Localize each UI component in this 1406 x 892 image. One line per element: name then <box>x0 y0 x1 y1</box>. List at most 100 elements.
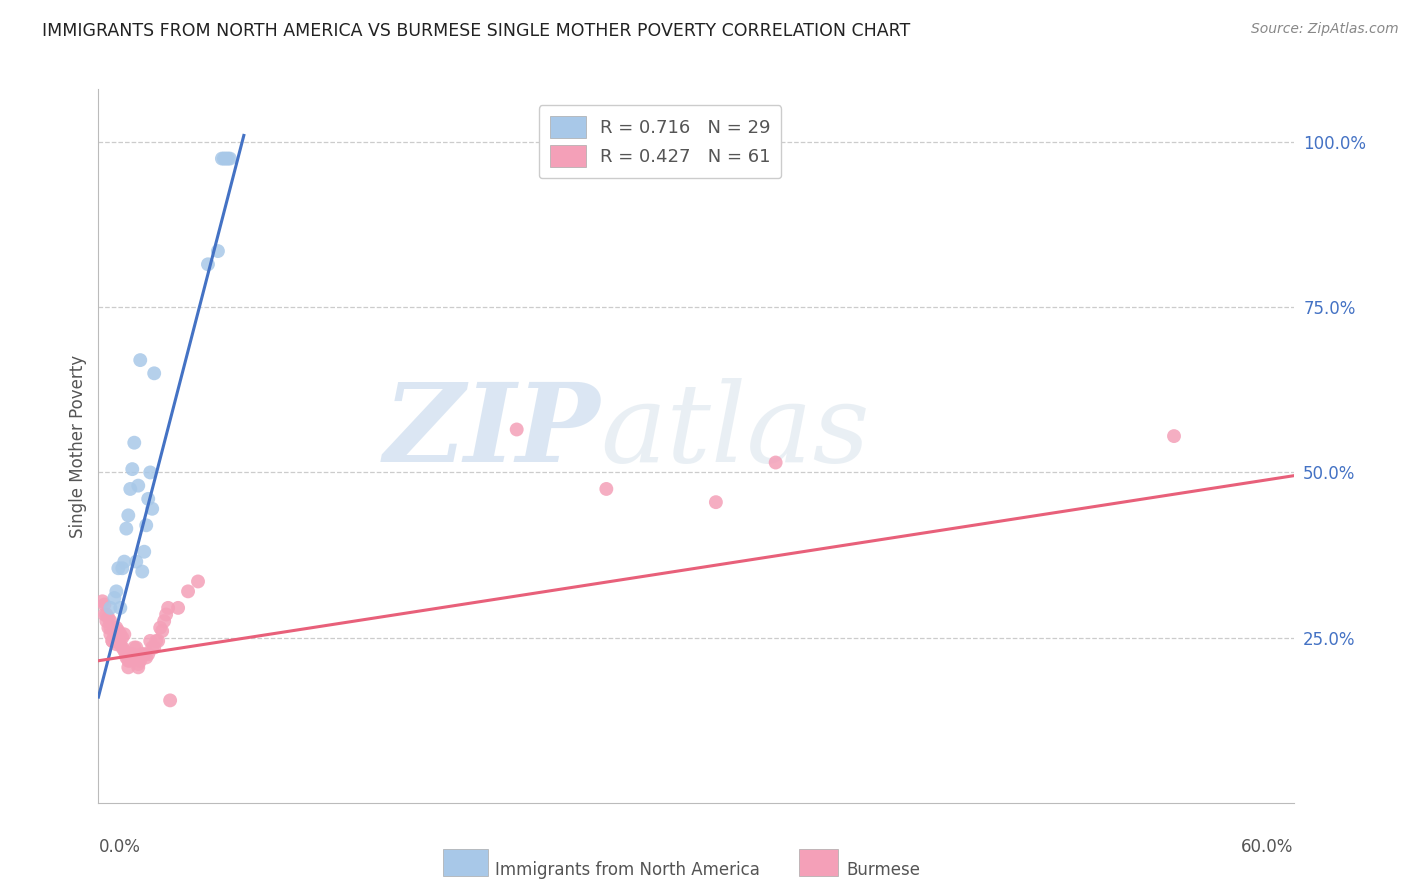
Point <box>141 640 163 655</box>
Point <box>145 634 167 648</box>
Point <box>100 614 122 628</box>
Point <box>211 152 233 166</box>
Point <box>124 640 146 655</box>
Point <box>149 621 172 635</box>
Text: Source: ZipAtlas.com: Source: ZipAtlas.com <box>1251 22 1399 37</box>
Point <box>96 614 118 628</box>
Point <box>111 561 134 575</box>
Point <box>111 631 134 645</box>
Point <box>217 152 239 166</box>
Text: 60.0%: 60.0% <box>1241 838 1294 856</box>
Point <box>101 634 124 648</box>
Point <box>129 353 152 368</box>
Text: Immigrants from North America: Immigrants from North America <box>495 861 759 879</box>
Point <box>134 647 156 661</box>
Point <box>167 600 190 615</box>
Point <box>143 367 166 381</box>
Point <box>120 650 142 665</box>
Point <box>506 422 529 436</box>
Point <box>155 607 177 622</box>
Point <box>103 627 125 641</box>
Text: ZIP: ZIP <box>384 378 600 485</box>
Point <box>121 647 143 661</box>
Point <box>105 637 128 651</box>
Point <box>765 456 787 470</box>
Point <box>103 631 125 645</box>
Point <box>139 466 162 480</box>
Point <box>127 657 149 671</box>
Point <box>153 614 176 628</box>
Point <box>150 624 173 638</box>
Text: atlas: atlas <box>600 378 870 485</box>
Point <box>112 555 135 569</box>
Point <box>177 584 200 599</box>
Point <box>127 660 149 674</box>
Point <box>1163 429 1185 443</box>
Legend: R = 0.716   N = 29, R = 0.427   N = 61: R = 0.716 N = 29, R = 0.427 N = 61 <box>538 105 782 178</box>
Point <box>143 640 166 655</box>
Point <box>131 565 153 579</box>
Point <box>93 607 115 622</box>
Point <box>134 545 156 559</box>
Point <box>110 627 132 641</box>
Point <box>131 647 153 661</box>
Text: IMMIGRANTS FROM NORTH AMERICA VS BURMESE SINGLE MOTHER POVERTY CORRELATION CHART: IMMIGRANTS FROM NORTH AMERICA VS BURMESE… <box>42 22 911 40</box>
Point <box>704 495 727 509</box>
Point <box>117 654 139 668</box>
Text: 0.0%: 0.0% <box>98 838 141 856</box>
Text: Burmese: Burmese <box>846 861 921 879</box>
Point <box>107 624 129 638</box>
Point <box>97 621 120 635</box>
Point <box>107 631 129 645</box>
Point <box>121 462 143 476</box>
Point <box>117 660 139 674</box>
Point <box>127 478 149 492</box>
Point <box>197 257 219 271</box>
Point <box>93 598 115 612</box>
Point <box>105 621 128 635</box>
Point <box>105 584 128 599</box>
Point <box>100 621 122 635</box>
Point <box>125 640 148 655</box>
Point <box>141 501 163 516</box>
Point <box>115 522 138 536</box>
Point <box>159 693 181 707</box>
Point <box>219 152 242 166</box>
Point <box>139 634 162 648</box>
Point <box>124 435 146 450</box>
Point <box>100 627 122 641</box>
Point <box>103 591 125 605</box>
Point <box>97 611 120 625</box>
Point <box>107 561 129 575</box>
Point <box>100 600 122 615</box>
Point <box>112 627 135 641</box>
Point <box>595 482 617 496</box>
Point <box>135 650 157 665</box>
Point <box>129 654 152 668</box>
Point <box>111 640 134 655</box>
Point <box>135 518 157 533</box>
Point <box>110 600 132 615</box>
Point <box>157 600 180 615</box>
Point <box>148 634 170 648</box>
Point <box>91 594 114 608</box>
Point <box>136 491 159 506</box>
Point <box>105 634 128 648</box>
Point <box>115 647 138 661</box>
Point <box>115 650 138 665</box>
Point <box>125 555 148 569</box>
Point <box>120 654 142 668</box>
Point <box>112 644 135 658</box>
Point <box>101 634 124 648</box>
Point <box>212 152 235 166</box>
Point <box>120 482 142 496</box>
Y-axis label: Single Mother Poverty: Single Mother Poverty <box>69 354 87 538</box>
Point <box>110 637 132 651</box>
Point <box>187 574 209 589</box>
Point <box>107 634 129 648</box>
Point <box>136 647 159 661</box>
Point <box>96 607 118 622</box>
Point <box>215 152 238 166</box>
Point <box>117 508 139 523</box>
Point <box>207 244 229 258</box>
